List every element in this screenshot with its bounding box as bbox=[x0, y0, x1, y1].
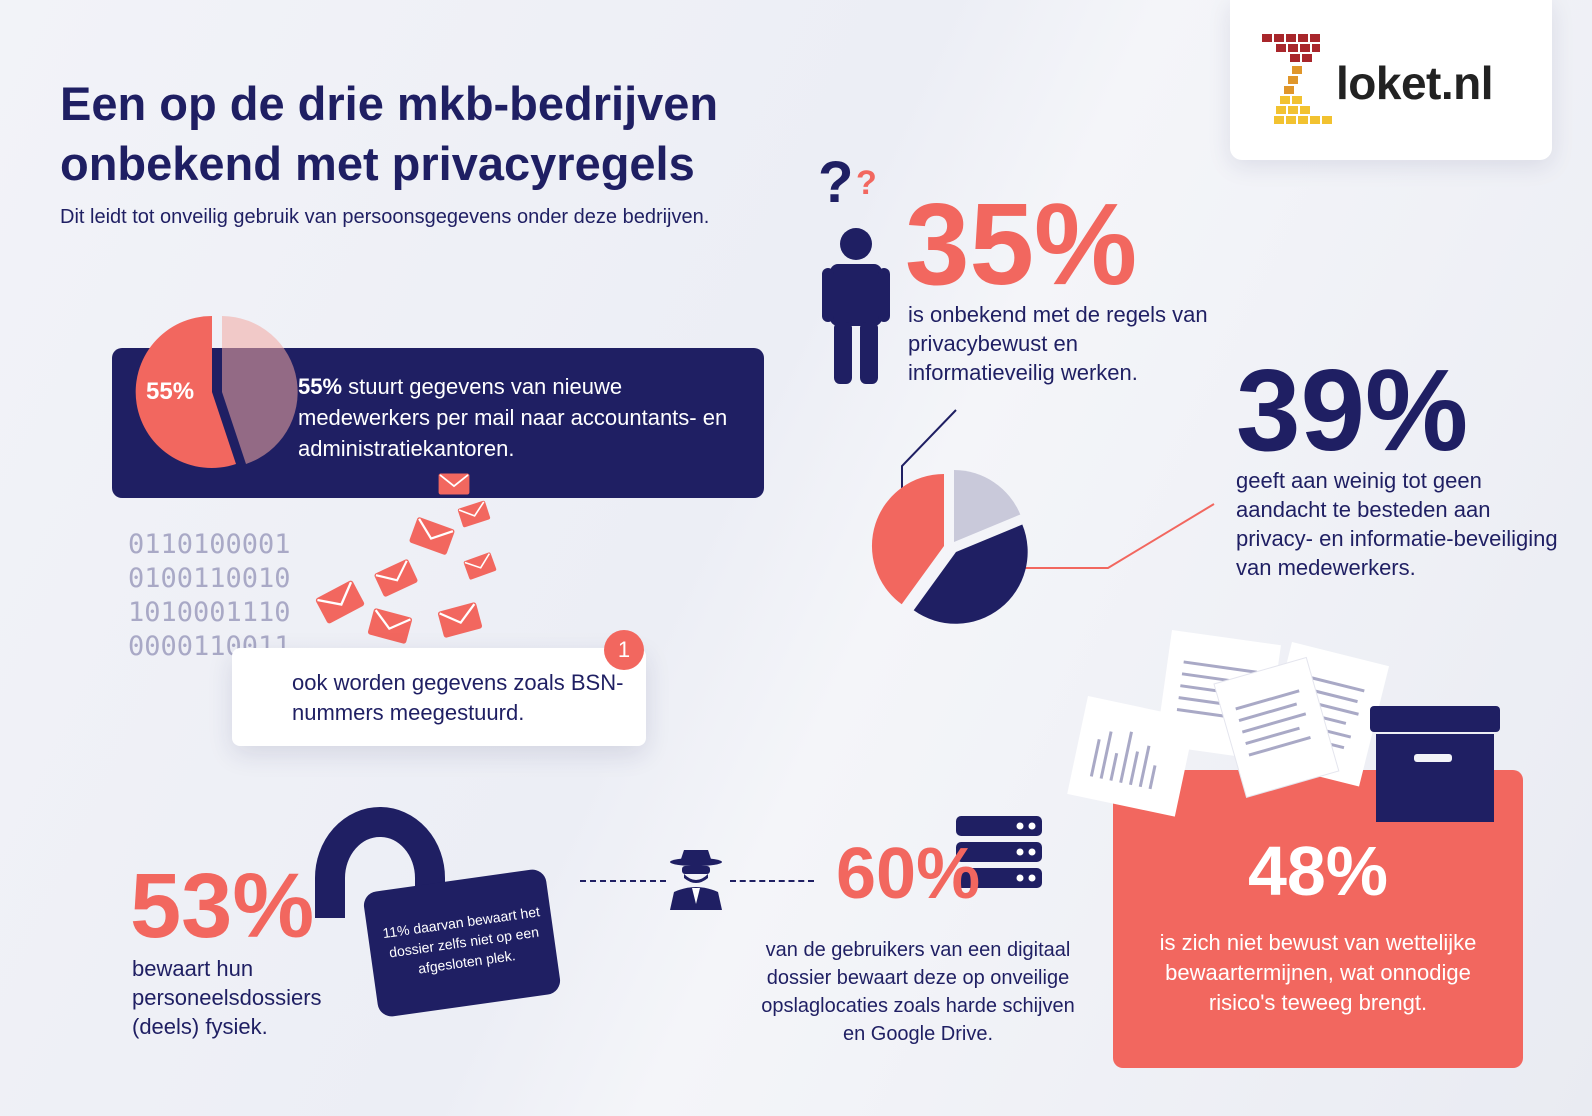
envelope-icon bbox=[372, 557, 420, 599]
stat-39-value: 39% bbox=[1236, 345, 1469, 475]
padlock-icon bbox=[315, 807, 445, 918]
page-subtitle: Dit leidt tot onveilig gebruik van perso… bbox=[60, 206, 710, 228]
dashed-line-left bbox=[580, 880, 666, 882]
pie-slice-navy bbox=[913, 524, 1028, 624]
bsn-text: ook worden gegevens zoals BSN-nummers me… bbox=[292, 670, 624, 725]
binary-line: 1010001110 bbox=[128, 597, 291, 628]
envelope-icon bbox=[313, 578, 367, 626]
bsn-card bbox=[232, 648, 646, 746]
stat-55-bold: 55% bbox=[298, 374, 343, 399]
pie-slice-light bbox=[954, 470, 1021, 542]
connector-line-right bbox=[1002, 503, 1215, 569]
dashed-line-right bbox=[730, 880, 814, 882]
stat-53-description: bewaart hun personeelsdossiers (deels) f… bbox=[132, 956, 322, 1039]
stat-35-value: 35% bbox=[905, 179, 1138, 309]
stat-55-text: 55% stuurt gegevens van nieuwe medewerke… bbox=[298, 371, 758, 464]
envelope-icon bbox=[407, 515, 457, 557]
envelopes-illustration bbox=[313, 472, 498, 646]
question-marks-icon: ? ? bbox=[818, 150, 877, 215]
logo-card[interactable] bbox=[1230, 0, 1552, 160]
person-icon bbox=[822, 228, 890, 384]
svg-text:?: ? bbox=[856, 164, 877, 202]
page-title: Een op de drie mkb-bedrijven onbekend me… bbox=[60, 77, 719, 190]
pie-chart-55 bbox=[135, 315, 298, 468]
documents-icon bbox=[1067, 630, 1390, 817]
stat-48-value: 48% bbox=[1247, 832, 1389, 910]
stat-53-value: 53% bbox=[130, 855, 315, 957]
stat-60-description: van de gebruikers van een digitaal dossi… bbox=[761, 939, 1075, 1045]
spy-icon bbox=[670, 850, 722, 910]
envelope-icon bbox=[456, 499, 492, 529]
logo-text: loket.nl bbox=[1336, 57, 1494, 109]
stat-60-value: 60% bbox=[836, 834, 981, 914]
binary-digits: 0110100001 0100110010 1010001110 0000110… bbox=[128, 528, 291, 662]
stat-39-description: geeft aan weinig tot geen aandacht te be… bbox=[1236, 468, 1558, 580]
stat-35-description: is onbekend met de regels van privacybew… bbox=[908, 302, 1208, 385]
archive-box-icon bbox=[1370, 706, 1500, 822]
notification-badge: 1 bbox=[604, 630, 644, 670]
pie-chart-39 bbox=[871, 409, 1215, 624]
stat-55-sentence: stuurt gegevens van nieuwe medewerkers p… bbox=[298, 374, 728, 461]
pie-slice-coral bbox=[871, 474, 944, 605]
logo-mark-icon bbox=[1262, 34, 1332, 124]
envelope-icon bbox=[437, 472, 471, 496]
stat-55-pie-label: 55% bbox=[146, 378, 195, 405]
connector-line-top bbox=[901, 409, 957, 488]
svg-text:?: ? bbox=[818, 150, 853, 215]
server-icon bbox=[956, 816, 1042, 888]
envelope-icon bbox=[436, 600, 484, 640]
binary-line: 0110100001 bbox=[128, 529, 291, 560]
binary-line: 0100110010 bbox=[128, 563, 291, 594]
envelope-icon bbox=[462, 551, 498, 581]
stat-48-description: is zich niet bewust van wettelijke bewaa… bbox=[1159, 930, 1477, 1015]
envelope-icon bbox=[366, 606, 414, 646]
